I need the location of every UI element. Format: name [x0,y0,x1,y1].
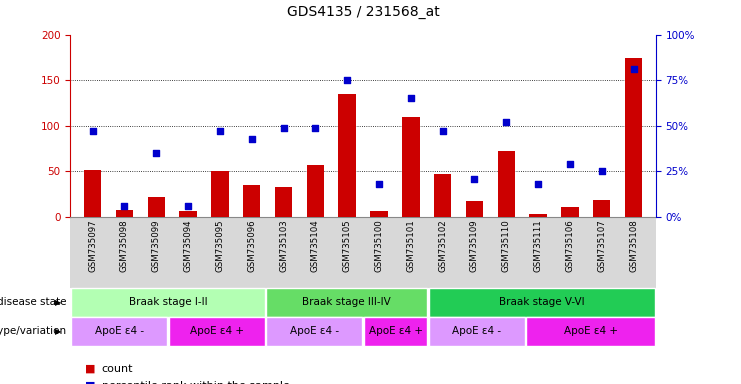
Bar [497,151,515,217]
Text: ▶: ▶ [55,298,62,307]
Text: disease state: disease state [0,297,67,308]
Point [214,128,226,134]
Text: ■: ■ [85,381,96,384]
Text: GDS4135 / 231568_at: GDS4135 / 231568_at [287,5,439,19]
Point [405,95,416,101]
Point [532,181,544,187]
Point [119,203,130,209]
Bar [593,200,611,217]
Point [87,128,99,134]
Point [564,161,576,167]
Text: count: count [102,364,133,374]
Point [246,136,258,142]
Text: Braak stage I-II: Braak stage I-II [129,297,207,308]
Point [278,124,290,131]
Point [342,77,353,83]
Point [182,203,194,209]
Bar [465,202,483,217]
Bar [402,117,419,217]
Bar [116,210,133,217]
Bar [179,210,197,217]
Text: ApoE ε4 -: ApoE ε4 - [95,326,144,336]
Text: ApoE ε4 +: ApoE ε4 + [564,326,618,336]
Point [628,66,639,72]
Bar [275,187,292,217]
Text: ApoE ε4 +: ApoE ε4 + [190,326,244,336]
Text: ApoE ε4 -: ApoE ε4 - [290,326,339,336]
Bar [339,94,356,217]
Bar [370,210,388,217]
Bar [211,171,229,217]
Bar [434,174,451,217]
Point [468,175,480,182]
Bar [84,170,102,217]
Bar [529,214,547,217]
Text: percentile rank within the sample: percentile rank within the sample [102,381,290,384]
Text: ApoE ε4 +: ApoE ε4 + [368,326,422,336]
Point [500,119,512,125]
Text: ApoE ε4 -: ApoE ε4 - [452,326,502,336]
Bar [147,197,165,217]
Point [310,124,322,131]
Bar [243,185,261,217]
Point [150,150,162,156]
Text: ▶: ▶ [55,327,62,336]
Point [596,168,608,174]
Point [436,128,448,134]
Text: ■: ■ [85,364,96,374]
Text: genotype/variation: genotype/variation [0,326,67,336]
Bar [307,165,324,217]
Bar [561,207,579,217]
Text: Braak stage III-IV: Braak stage III-IV [302,297,391,308]
Text: Braak stage V-VI: Braak stage V-VI [499,297,585,308]
Bar [625,58,642,217]
Point [373,181,385,187]
